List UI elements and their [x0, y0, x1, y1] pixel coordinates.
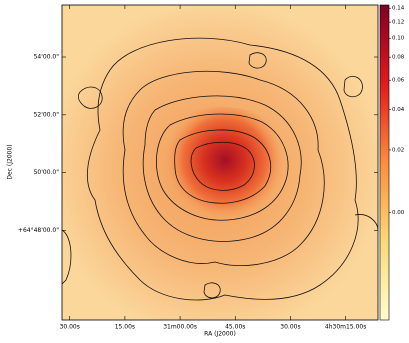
y-axis-label: Dec (J2000) — [7, 144, 14, 179]
y-tick-label: 52'00.0" — [34, 111, 60, 118]
image — [62, 5, 378, 320]
x-tick-label: 31m00.00s — [163, 324, 197, 331]
y-tick-label: 54'00.0" — [34, 54, 60, 61]
colorbar — [380, 5, 389, 320]
x-tick-label: 30.00s — [60, 324, 80, 331]
colorbar-tick-label: 0.10 — [392, 36, 405, 42]
colorbar-tick-label: 0.08 — [392, 55, 405, 61]
x-tick-label: 4h30m15.00s — [325, 324, 366, 331]
colorbar-tick-label: 0.04 — [392, 107, 405, 113]
colorbar-tick-label: 0.06 — [392, 78, 405, 84]
colorbar-tick-label: 0.14 — [392, 6, 405, 12]
x-tick-label: 30.00s — [280, 324, 300, 331]
x-axis-label: RA (J2000) — [204, 331, 236, 338]
page: {"chart_data": {"type": "image", "xlabel… — [0, 0, 409, 339]
colorbar-tick-label: 0.00 — [392, 210, 405, 216]
x-tick-label: 45.00s — [225, 324, 245, 331]
colorbar-tick-label: 0.02 — [392, 147, 404, 153]
chart: RA (J2000) Dec (J2000) 30.00s 15.00s 31m00… — [0, 0, 409, 339]
colorbar-tick-label: 0.12 — [392, 20, 404, 26]
y-tick-label: 50'00.0" — [34, 169, 60, 176]
y-tick-label: +64°48'00.0" — [18, 227, 59, 234]
x-tick-label: 15.00s — [115, 324, 135, 331]
